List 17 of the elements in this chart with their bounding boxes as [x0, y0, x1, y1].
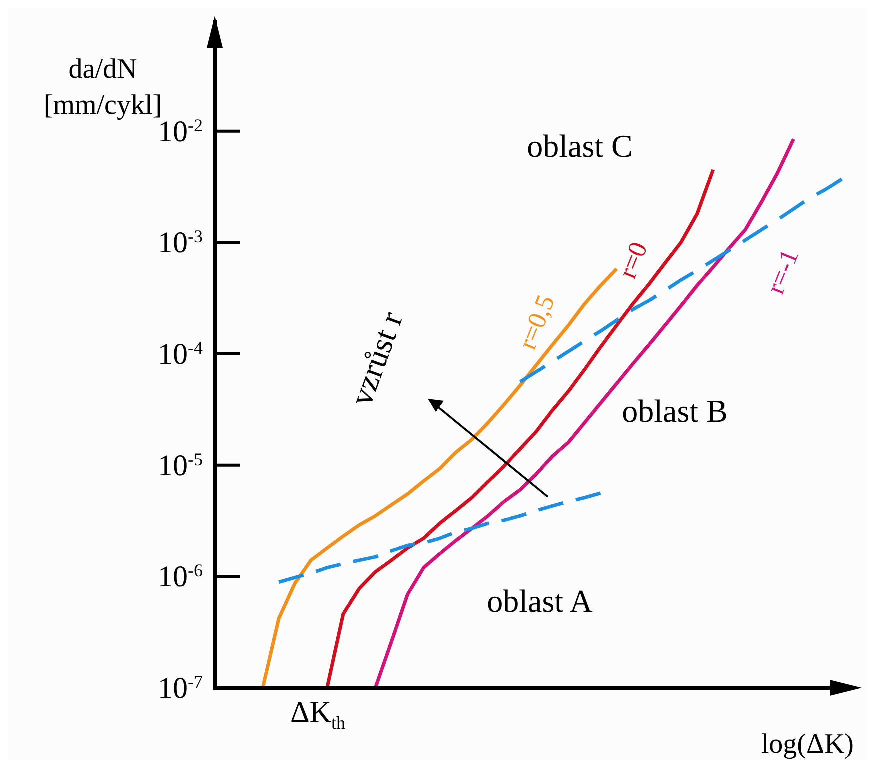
x-axis-title: log(ΔK): [761, 729, 854, 760]
y-tick-label: 10$^{-7}$: [158, 672, 203, 705]
y-tick-label: 10$^{-5}$: [158, 449, 203, 482]
annotation: oblast B: [622, 393, 728, 430]
line-series: [518, 178, 844, 384]
line-series: [277, 492, 602, 584]
text: r=0: [612, 238, 654, 283]
text: r=-1: [760, 246, 804, 298]
text: ΔK$_{th}$: [290, 696, 346, 734]
y-axis-title: da/dN [mm/cykl]: [44, 54, 162, 121]
y-tick-label: 10$^{-4}$: [158, 338, 203, 371]
text: r=0,5: [512, 291, 561, 354]
annotation: vzrůst r: [343, 306, 410, 410]
y-tick-label: 10$^{-6}$: [158, 560, 203, 594]
annotation: oblast C: [527, 128, 633, 164]
y-tick-label: 10$^{-3}$: [158, 226, 203, 260]
annotation: oblast A: [487, 583, 593, 620]
